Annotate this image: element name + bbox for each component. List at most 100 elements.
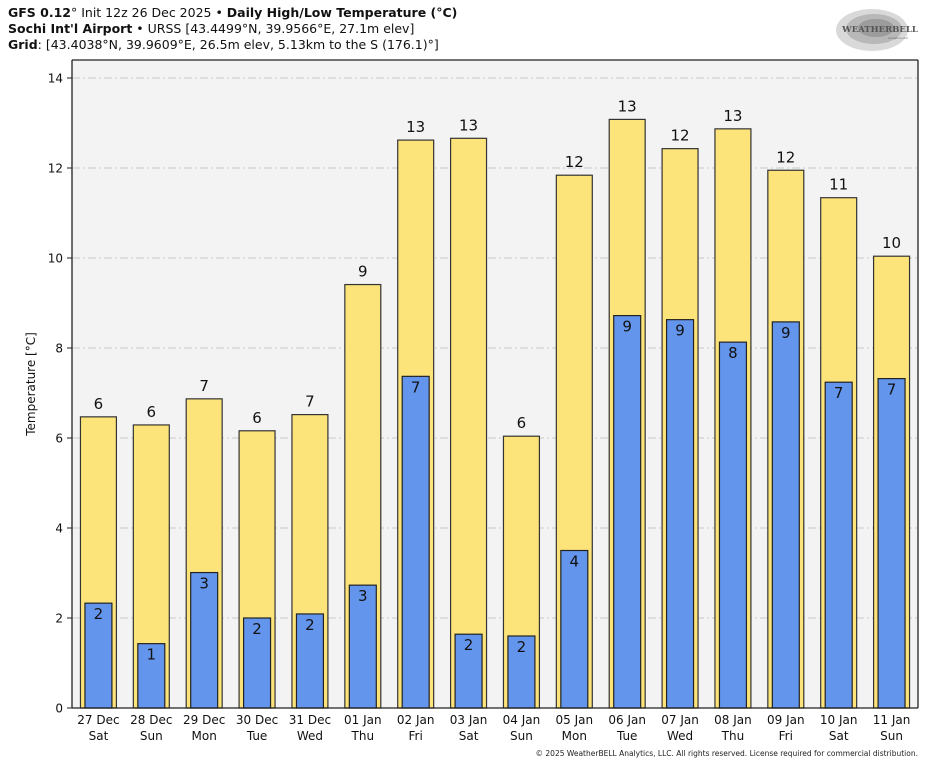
low-bar xyxy=(348,584,377,709)
low-value-label: 2 xyxy=(517,638,527,656)
low-bar xyxy=(190,571,219,709)
high-value-label: 11 xyxy=(829,176,848,194)
y-tick-label: 4 xyxy=(55,522,63,536)
weatherbell-logo: WEATHERBELL Analytics LLC xyxy=(836,9,918,51)
low-value-label: 7 xyxy=(411,378,421,396)
low-bar xyxy=(295,613,325,709)
x-tick-weekday-label: Sat xyxy=(829,729,849,743)
high-value-label: 13 xyxy=(459,116,478,134)
x-tick-date-label: 01 Jan xyxy=(344,713,382,727)
high-value-label: 12 xyxy=(776,148,795,166)
low-bar xyxy=(877,378,906,709)
x-tick-date-label: 02 Jan xyxy=(397,713,435,727)
low-value-label: 7 xyxy=(834,384,844,402)
x-tick-weekday-label: Mon xyxy=(562,729,587,743)
x-tick-weekday-label: Fri xyxy=(409,729,423,743)
x-tick-date-label: 29 Dec xyxy=(183,713,225,727)
x-tick-weekday-label: Thu xyxy=(721,729,745,743)
x-tick-date-label: 08 Jan xyxy=(714,713,752,727)
high-value-label: 6 xyxy=(252,409,262,427)
y-tick-label: 6 xyxy=(55,432,63,446)
x-axis: 27 Dec Sat 28 Dec Sun 29 Dec Mon 30 Dec Tue 31 D… xyxy=(71,59,919,743)
x-tick-date-label: 03 Jan xyxy=(450,713,488,727)
low-bar xyxy=(771,321,800,709)
header-line-grid: Grid: [43.4038°N, 39.9609°E, 26.5m elev,… xyxy=(8,37,439,53)
low-value-label: 9 xyxy=(675,322,685,340)
low-value-label: 2 xyxy=(305,616,315,634)
y-tick-label: 14 xyxy=(48,72,63,86)
x-tick-date-label: 31 Dec xyxy=(289,713,331,727)
x-tick-weekday-label: Thu xyxy=(351,729,375,743)
x-tick-date-label: 10 Jan xyxy=(820,713,858,727)
low-bar xyxy=(824,381,853,709)
y-tick-label: 0 xyxy=(55,702,63,716)
header-line-station: Sochi Int'l Airport • URSS [43.4499°N, 3… xyxy=(8,21,414,37)
model-name: GFS 0.12 xyxy=(8,5,71,20)
x-tick-date-label: 27 Dec xyxy=(77,713,119,727)
x-tick-weekday-label: Wed xyxy=(667,729,693,743)
y-axis-label: Temperature [°C] xyxy=(24,332,38,437)
grid-info: : [43.4038°N, 39.9609°E, 26.5m elev, 5.1… xyxy=(37,37,439,52)
bar-labels: 6 2 6 1 7 3 6 2 7 2 9 3 13 7 13 2 6 2 12 4 13 9 12 9 13 8 12 9 11 7 10… xyxy=(94,97,901,663)
x-tick-weekday-label: Sun xyxy=(880,729,903,743)
station-name: Sochi Int'l Airport xyxy=(8,21,133,36)
x-tick-weekday-label: Tue xyxy=(616,729,638,743)
x-tick-weekday-label: Sat xyxy=(89,729,109,743)
degree-symbol: ° xyxy=(71,5,78,20)
low-value-label: 3 xyxy=(199,575,209,593)
high-value-label: 9 xyxy=(358,263,368,281)
bars xyxy=(79,118,911,709)
low-bar xyxy=(454,633,483,709)
logo-subtext: Analytics LLC xyxy=(888,36,908,40)
grid-label: Grid xyxy=(8,37,38,52)
y-tick-label: 12 xyxy=(48,162,63,176)
low-value-label: 2 xyxy=(94,605,104,623)
y-tick-label: 10 xyxy=(48,252,63,266)
init-time: Init 12z 26 Dec 2025 • xyxy=(77,5,227,20)
low-bar xyxy=(401,375,430,709)
high-value-label: 7 xyxy=(199,377,209,395)
logo-text: WEATHERBELL xyxy=(841,25,918,35)
x-tick-weekday-label: Sun xyxy=(140,729,163,743)
x-tick-date-label: 05 Jan xyxy=(556,713,594,727)
low-bar xyxy=(718,341,748,709)
x-tick-date-label: 28 Dec xyxy=(130,713,172,727)
low-value-label: 7 xyxy=(887,381,897,399)
low-value-label: 9 xyxy=(781,324,791,342)
low-value-label: 1 xyxy=(147,646,157,664)
high-value-label: 6 xyxy=(147,403,157,421)
x-tick-weekday-label: Sat xyxy=(459,729,479,743)
x-tick-date-label: 30 Dec xyxy=(236,713,278,727)
low-value-label: 9 xyxy=(622,318,632,336)
x-tick-date-label: 06 Jan xyxy=(608,713,646,727)
high-value-label: 13 xyxy=(723,107,742,125)
station-info: • URSS [43.4499°N, 39.9566°E, 27.1m elev… xyxy=(132,21,415,36)
low-bar xyxy=(665,319,695,709)
high-value-label: 13 xyxy=(618,97,637,115)
low-value-label: 3 xyxy=(358,587,368,605)
x-tick-date-label: 11 Jan xyxy=(873,713,911,727)
high-bar xyxy=(449,137,488,709)
high-value-label: 12 xyxy=(565,153,584,171)
high-value-label: 12 xyxy=(671,127,690,145)
low-bar xyxy=(84,602,113,709)
x-tick-date-label: 09 Jan xyxy=(767,713,805,727)
chart-title: Daily High/Low Temperature (°C) xyxy=(226,5,458,20)
copyright-notice: © 2025 WeatherBELL Analytics, LLC. All r… xyxy=(535,749,918,758)
x-tick-weekday-label: Wed xyxy=(297,729,323,743)
x-tick-date-label: 04 Jan xyxy=(503,713,541,727)
low-value-label: 4 xyxy=(570,553,580,571)
high-value-label: 7 xyxy=(305,393,315,411)
header-line-model: GFS 0.12° Init 12z 26 Dec 2025 • Daily H… xyxy=(8,5,457,21)
high-value-label: 10 xyxy=(882,234,901,252)
logo-swirl-inner xyxy=(858,19,894,37)
x-tick-weekday-label: Mon xyxy=(192,729,217,743)
low-value-label: 2 xyxy=(464,636,474,654)
high-value-label: 13 xyxy=(406,118,425,136)
low-bar xyxy=(560,549,589,709)
y-tick-label: 8 xyxy=(55,342,63,356)
low-bar xyxy=(613,315,642,709)
low-bar xyxy=(507,635,536,709)
x-tick-date-label: 07 Jan xyxy=(661,713,699,727)
